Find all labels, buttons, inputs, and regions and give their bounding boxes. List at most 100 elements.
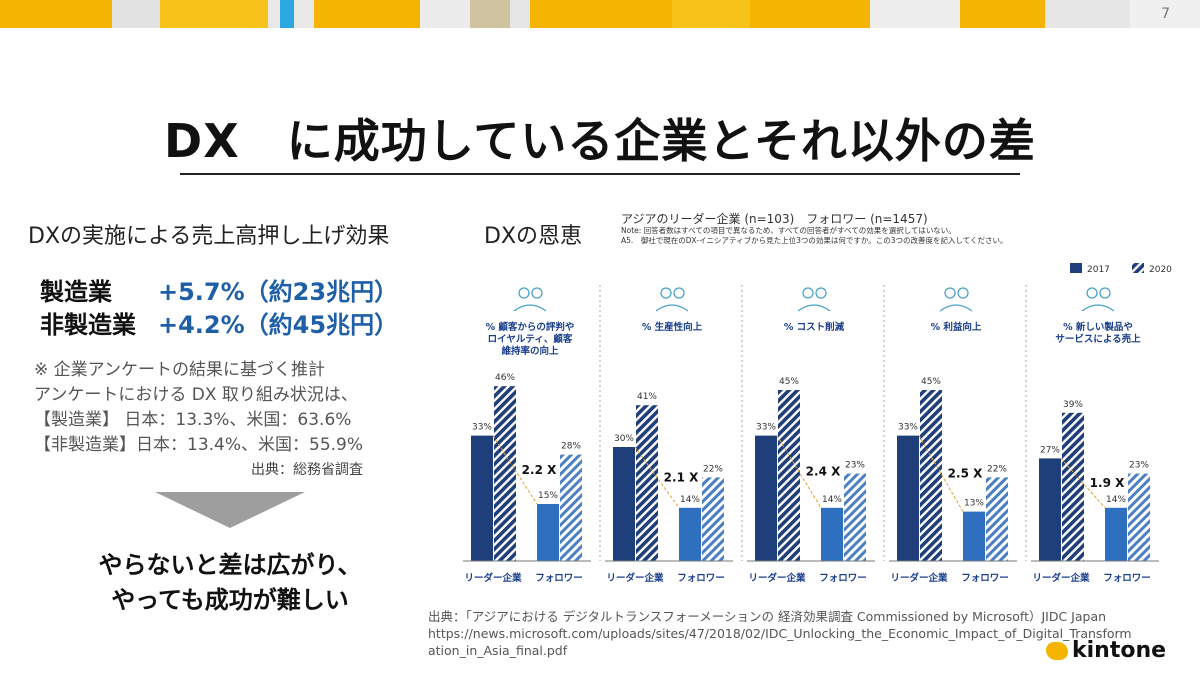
bar-value-label: 14% bbox=[1106, 495, 1126, 505]
footer-source: 出典：「アジアにおける デジタルトランスフォーメーションの 経済効果調査 Com… bbox=[428, 608, 1198, 659]
bar-value-label: 45% bbox=[921, 377, 941, 387]
logo-text: kintone bbox=[1072, 638, 1167, 663]
conclusion-line-1: やらないと差は広がり、 bbox=[98, 551, 362, 579]
bar-leader-2017 bbox=[613, 447, 635, 561]
group-label-leader: リーダー企業 bbox=[1032, 572, 1090, 584]
legend-label-2020: 2020 bbox=[1149, 265, 1172, 275]
bar-leader-2020 bbox=[636, 405, 658, 561]
gap-connector bbox=[492, 435, 538, 505]
note-line: 【非製造業】日本：13.4%、米国：55.9% bbox=[34, 435, 364, 455]
note-line: アンケートにおける DX 取り組み状況は、 bbox=[34, 385, 358, 405]
bar-value-label: 33% bbox=[472, 423, 492, 433]
page-title: DX に成功している企業とそれ以外の差 bbox=[164, 114, 1036, 168]
chart-panel: % 利益向上 33% 45% 13% 22% 2.5 X リーダー企業 フォロワー bbox=[883, 285, 1017, 584]
footer-link-continued[interactable]: ation_in_Asia_final.pdf bbox=[428, 643, 568, 658]
bar-value-label: 14% bbox=[822, 495, 842, 505]
group-label-leader: リーダー企業 bbox=[890, 572, 948, 584]
panel-label: % 顧客からの評判や bbox=[486, 321, 575, 333]
bar-value-label: 45% bbox=[779, 377, 799, 387]
bar-leader-2020 bbox=[778, 390, 800, 561]
industry-name: 非製造業 bbox=[40, 311, 136, 339]
top-color-bar bbox=[0, 0, 1200, 28]
bar-follower-2020 bbox=[560, 454, 582, 561]
left-subtitle: DXの実施による売上高押し上げ効果 bbox=[28, 224, 390, 249]
group-label-follower: フォロワー bbox=[819, 573, 867, 584]
panel-label: % 新しい製品や bbox=[1063, 321, 1133, 333]
industry-row-non-manufacturing: 非製造業 +4.2%（約45兆円） bbox=[40, 305, 398, 340]
bar-follower-2017 bbox=[963, 511, 985, 561]
group-label-follower: フォロワー bbox=[677, 573, 725, 584]
note-line: 【製造業】 日本：13.3%、米国：63.6% bbox=[34, 410, 352, 430]
bar-follower-2020 bbox=[702, 477, 724, 561]
bar-value-label: 27% bbox=[1040, 445, 1060, 455]
bar-value-label: 28% bbox=[561, 442, 581, 452]
multiplier-label: 1.9 X bbox=[1090, 476, 1125, 490]
group-label-leader: リーダー企業 bbox=[606, 572, 664, 584]
bar-follower-2020 bbox=[844, 473, 866, 561]
survey-title: アジアのリーダー企業 (n=103) フォロワー (n=1457) bbox=[621, 212, 928, 226]
bar-value-label: 23% bbox=[845, 461, 865, 471]
group-label-leader: リーダー企業 bbox=[748, 572, 806, 584]
chart-panel: % 生産性向上 30% 41% 14% 22% 2.1 X リーダー企業 フォロワー bbox=[599, 285, 733, 584]
gap-connector bbox=[1060, 458, 1106, 509]
people-icon bbox=[513, 287, 547, 312]
group-label-follower: フォロワー bbox=[535, 573, 583, 584]
bar-value-label: 46% bbox=[495, 373, 515, 383]
panel-label: % コスト削減 bbox=[784, 321, 845, 333]
bar-follower-2017 bbox=[537, 504, 559, 561]
group-label-leader: リーダー企業 bbox=[464, 572, 522, 584]
gears-icon bbox=[655, 287, 689, 312]
bar-leader-2020 bbox=[920, 390, 942, 561]
logo-mark-icon bbox=[1046, 642, 1068, 660]
bar-value-label: 14% bbox=[680, 495, 700, 505]
bar-value-label: 39% bbox=[1063, 400, 1083, 410]
multiplier-label: 2.1 X bbox=[664, 470, 699, 484]
bar-value-label: 22% bbox=[703, 464, 723, 474]
bar-follower-2017 bbox=[1105, 507, 1127, 561]
bar-leader-2017 bbox=[755, 435, 777, 561]
survey-note-line: A5. 御社で現在のDX-イニシアティブから見た上位3つの効果は何ですか。この3… bbox=[621, 236, 1008, 245]
panel-label: サービスによる売上 bbox=[1055, 333, 1141, 345]
conclusion-line-2: やっても成功が難しい bbox=[111, 586, 349, 614]
bar-follower-2020 bbox=[986, 477, 1008, 561]
panel-label: 維持率の向上 bbox=[501, 345, 559, 357]
legend-swatch-2017 bbox=[1070, 263, 1082, 273]
kintone-logo: kintone bbox=[1046, 638, 1166, 663]
multiplier-label: 2.4 X bbox=[806, 465, 841, 479]
bar-leader-2017 bbox=[1039, 458, 1061, 561]
legend-swatch-2020 bbox=[1132, 263, 1144, 273]
bar-value-label: 41% bbox=[637, 392, 657, 402]
bar-value-label: 15% bbox=[538, 491, 558, 501]
multiplier-label: 2.5 X bbox=[948, 467, 983, 481]
bar-value-label: 13% bbox=[964, 499, 984, 509]
bar-value-label: 30% bbox=[614, 434, 634, 444]
conclusion-text: やらないと差は広がり、 やっても成功が難しい bbox=[60, 548, 400, 618]
page-number: 7 bbox=[1161, 6, 1170, 22]
survey-note-line: Note: 回答者数はすべての項目で異なるため、すべての回答者がすべての効果を選… bbox=[621, 226, 956, 235]
legend-label-2017: 2017 bbox=[1087, 265, 1110, 275]
benefit-label: DXの恩恵 bbox=[484, 224, 583, 249]
note-source: 出典：総務省調査 bbox=[251, 462, 364, 478]
bar-value-label: 33% bbox=[898, 423, 918, 433]
bar-value-label: 23% bbox=[1129, 461, 1149, 471]
bar-follower-2020 bbox=[1128, 473, 1150, 561]
gap-connector bbox=[634, 446, 680, 509]
industry-name: 製造業 bbox=[40, 278, 112, 306]
panel-label: % 利益向上 bbox=[931, 321, 982, 333]
survey-notes: ※ 企業アンケートの結果に基づく推計 アンケートにおける DX 取り組み状況は、… bbox=[34, 358, 363, 483]
multiplier-label: 2.2 X bbox=[522, 463, 557, 477]
bar-leader-2020 bbox=[1062, 412, 1084, 561]
coins-up-icon bbox=[939, 287, 973, 312]
chart-legend: 2017 2020 bbox=[1070, 263, 1172, 275]
chart-panel: % コスト削減 33% 45% 14% 23% 2.4 X リーダー企業 フォロワー bbox=[741, 285, 875, 584]
footer-link[interactable]: https://news.microsoft.com/uploads/sites… bbox=[428, 626, 1132, 641]
panel-label: ロイヤルティ、顧客 bbox=[488, 333, 573, 345]
bar-leader-2020 bbox=[494, 386, 516, 561]
group-label-follower: フォロワー bbox=[961, 573, 1009, 584]
gap-connector bbox=[776, 435, 822, 509]
footer-line: 出典：「アジアにおける デジタルトランスフォーメーションの 経済効果調査 Com… bbox=[428, 609, 1107, 624]
